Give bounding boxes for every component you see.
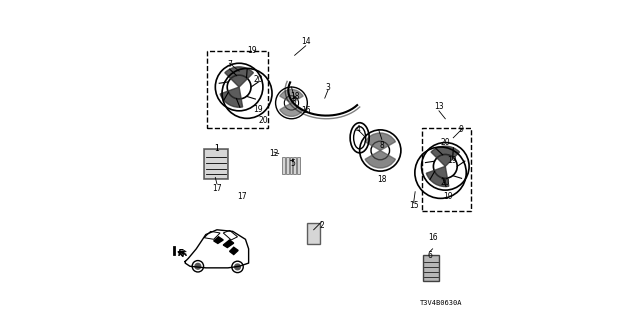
Text: Fr.: Fr.: [177, 249, 188, 258]
Text: 8: 8: [292, 97, 296, 106]
Text: 18: 18: [290, 92, 300, 101]
Text: 19: 19: [253, 105, 263, 114]
FancyBboxPatch shape: [289, 157, 292, 174]
Text: 8: 8: [380, 141, 384, 150]
Text: T3V4B0630A: T3V4B0630A: [420, 300, 463, 306]
Text: 13: 13: [434, 101, 444, 111]
Text: 19: 19: [444, 192, 453, 201]
Text: 20: 20: [440, 138, 450, 147]
Text: 2: 2: [319, 220, 324, 229]
Wedge shape: [431, 146, 460, 166]
Text: 17: 17: [212, 184, 221, 193]
FancyBboxPatch shape: [204, 149, 228, 179]
Circle shape: [235, 264, 241, 270]
Wedge shape: [225, 67, 253, 87]
Text: 18: 18: [377, 174, 387, 184]
Text: 19: 19: [247, 46, 257, 55]
FancyBboxPatch shape: [293, 157, 296, 174]
FancyBboxPatch shape: [285, 157, 289, 174]
Wedge shape: [365, 150, 396, 168]
Polygon shape: [230, 247, 238, 254]
Text: 7: 7: [227, 60, 232, 69]
Polygon shape: [214, 237, 223, 244]
Text: 20: 20: [440, 178, 450, 187]
FancyBboxPatch shape: [307, 223, 320, 244]
Wedge shape: [220, 87, 243, 107]
Text: 12: 12: [269, 149, 279, 158]
Wedge shape: [280, 89, 303, 103]
Text: 14: 14: [301, 36, 310, 45]
Wedge shape: [426, 166, 449, 187]
Circle shape: [195, 263, 201, 269]
FancyBboxPatch shape: [423, 255, 439, 281]
Text: 6: 6: [427, 251, 432, 260]
Text: 5: 5: [291, 159, 296, 168]
Wedge shape: [365, 133, 396, 150]
Text: 20: 20: [253, 75, 263, 84]
FancyBboxPatch shape: [297, 157, 300, 174]
Text: 16: 16: [428, 233, 437, 242]
Text: 20: 20: [258, 116, 268, 125]
Text: 19: 19: [447, 156, 456, 164]
Text: 1: 1: [214, 144, 220, 153]
Text: 3: 3: [326, 83, 330, 92]
Text: 16: 16: [301, 106, 310, 115]
Text: 9: 9: [459, 125, 463, 134]
FancyBboxPatch shape: [282, 157, 285, 174]
Polygon shape: [223, 240, 234, 248]
Text: 17: 17: [237, 192, 247, 201]
Text: 4: 4: [356, 125, 360, 134]
Text: 15: 15: [409, 202, 419, 211]
Wedge shape: [280, 103, 303, 116]
